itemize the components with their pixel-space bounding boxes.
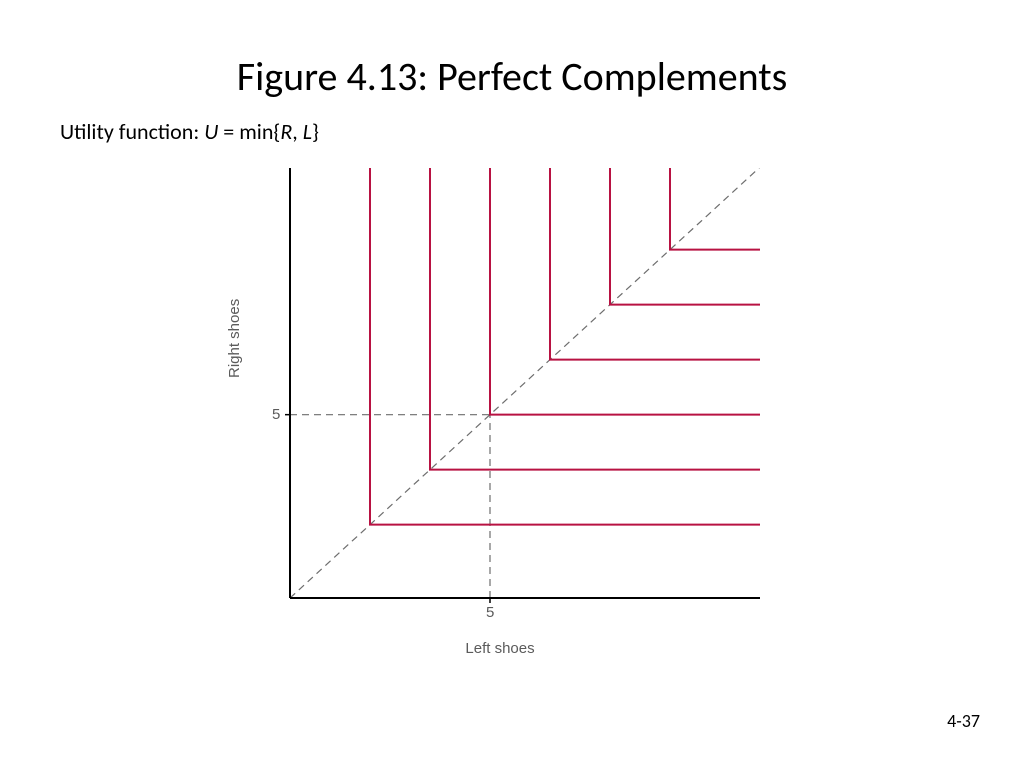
- comma: ,: [292, 118, 302, 145]
- y-tick-5: 5: [272, 406, 280, 423]
- close-brace: }: [312, 118, 319, 145]
- U-symbol: U: [204, 118, 218, 145]
- eq-min: = min{: [218, 118, 280, 145]
- x-tick-5: 5: [486, 604, 494, 621]
- utility-function-label: Utility function: U = min{R, L}: [60, 118, 319, 145]
- perfect-complements-chart: [260, 168, 760, 618]
- L-symbol: L: [303, 118, 312, 145]
- chart-container: Right shoes Left shoes 5 5: [260, 168, 760, 623]
- y-axis-label: Right shoes: [226, 299, 243, 378]
- subtitle-prefix: Utility function:: [60, 118, 204, 145]
- x-axis-label: Left shoes: [260, 640, 740, 657]
- R-symbol: R: [280, 118, 292, 145]
- slide-number: 4-37: [947, 710, 980, 732]
- page-title: Figure 4.13: Perfect Complements: [0, 52, 1024, 101]
